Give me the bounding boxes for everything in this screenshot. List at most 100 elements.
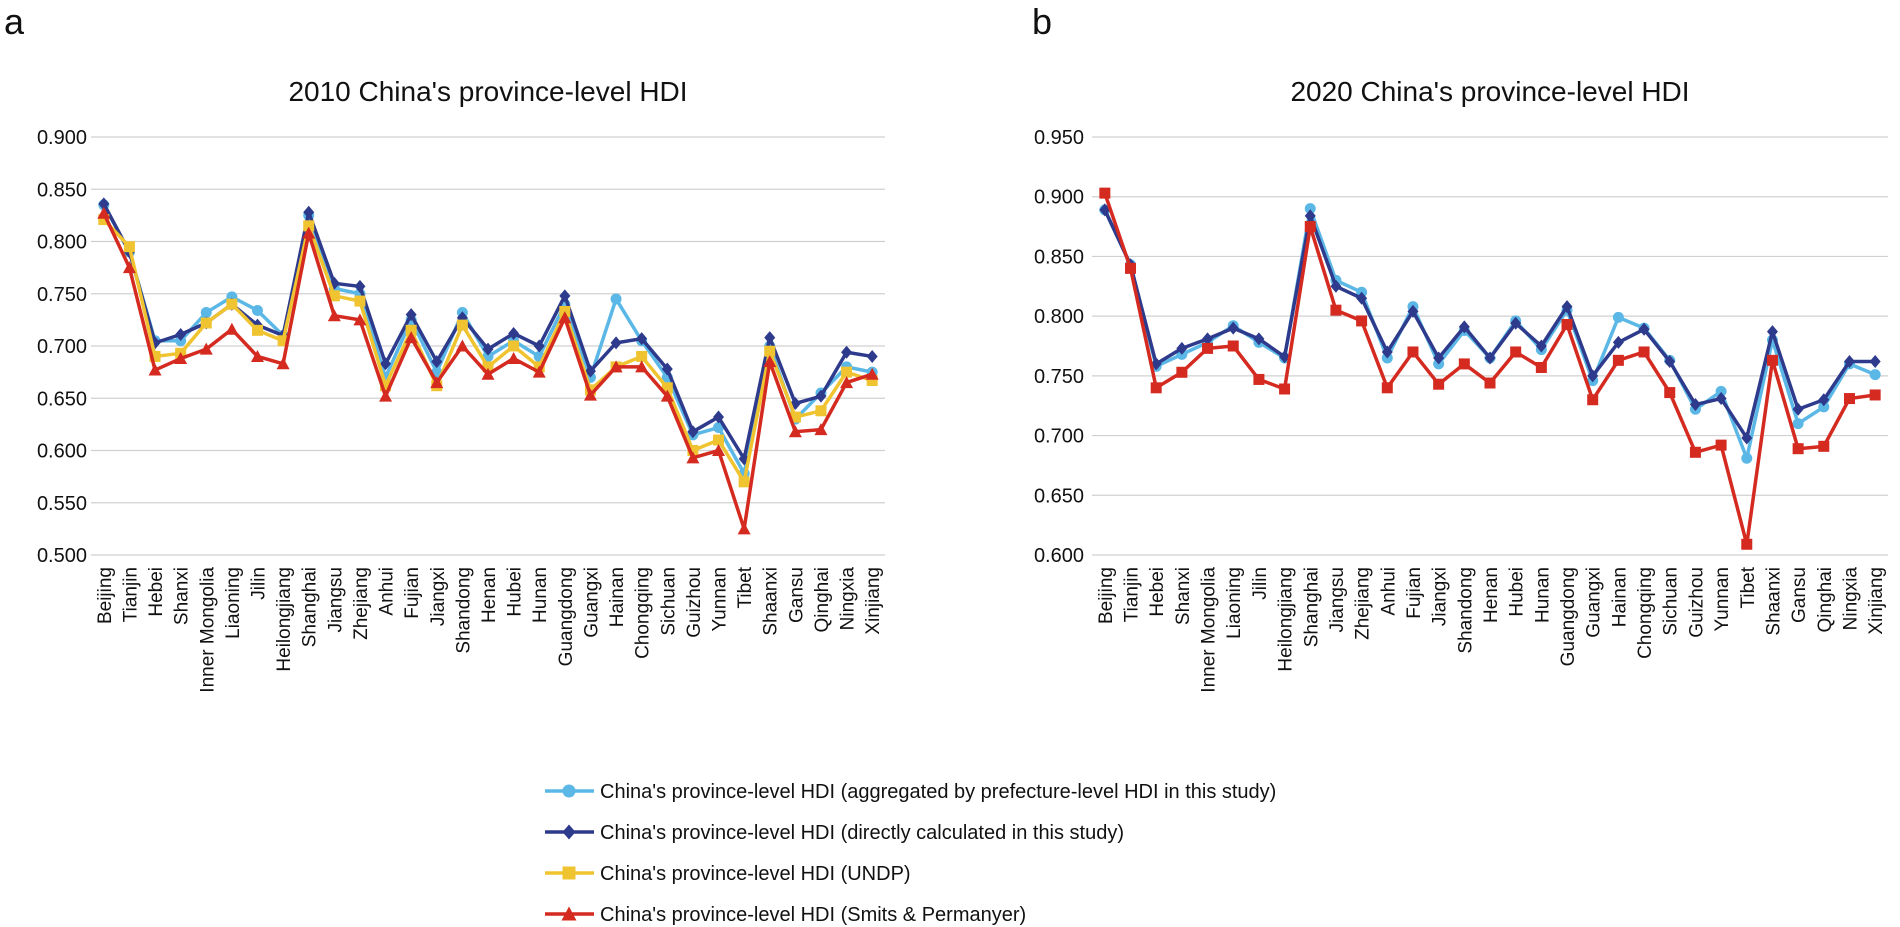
point (1689, 446, 1701, 458)
legend-marker (561, 906, 577, 921)
point (1484, 377, 1496, 389)
x-tick-label: Shandong (1455, 567, 1476, 654)
point (610, 293, 622, 305)
point (353, 313, 367, 326)
y-tick-label: 0.950 (1034, 127, 1084, 149)
x-tick-label: Heilongjiang (1276, 567, 1297, 672)
point (174, 352, 188, 365)
x-tick-label: Guizhou (1686, 567, 1707, 638)
point (559, 289, 571, 303)
y-tick-label: 0.750 (1034, 366, 1084, 388)
point (1279, 383, 1291, 395)
x-tick-label: Inner Mongolia (1199, 567, 1220, 693)
x-tick-label: Shanghai (300, 567, 321, 647)
y-tick-label: 0.700 (1034, 426, 1084, 448)
point (1484, 351, 1496, 365)
point (1433, 378, 1445, 390)
x-tick-label: Shandong (453, 567, 474, 654)
x-tick-label: Guangxi (581, 567, 602, 638)
point (200, 307, 212, 319)
x-tick-label: Jiangsu (1327, 567, 1348, 633)
legend-label: China's province-level HDI (Smits & Perm… (600, 904, 1026, 926)
y-tick-label: 0.750 (37, 284, 87, 306)
point (1304, 221, 1316, 233)
point (866, 349, 878, 363)
point (1843, 393, 1855, 405)
point (865, 367, 879, 380)
point (609, 360, 623, 373)
point (175, 328, 187, 342)
panel-label: a (4, 1, 25, 42)
point (200, 317, 212, 329)
point (840, 376, 854, 389)
point (354, 279, 366, 293)
y-tick-label: 0.600 (1034, 545, 1084, 567)
x-tick-label: Gansu (1789, 567, 1810, 623)
x-tick-label: Ningxia (838, 567, 859, 631)
x-tick-label: Ningxia (1840, 567, 1861, 631)
point (660, 389, 674, 402)
point (1279, 350, 1291, 364)
point (1227, 321, 1239, 335)
point (1638, 322, 1650, 336)
point (1202, 332, 1214, 346)
point (431, 355, 443, 369)
point (738, 476, 750, 488)
series-line (1103, 192, 1876, 547)
x-tick-label: Tibet (735, 566, 756, 608)
point (789, 411, 801, 423)
legend-marker (562, 784, 576, 798)
point (1612, 311, 1624, 323)
point (1330, 279, 1342, 293)
x-tick-label: Shaanxi (1763, 567, 1784, 636)
point (1381, 382, 1393, 394)
point (1535, 339, 1547, 353)
x-tick-label: Tianjin (120, 567, 141, 622)
point (1818, 401, 1830, 413)
y-tick-label: 0.900 (37, 127, 87, 149)
panel-label: b (1032, 1, 1052, 42)
point (1587, 369, 1599, 383)
point (149, 350, 161, 362)
point (430, 376, 444, 389)
point (764, 345, 776, 357)
point (507, 352, 521, 365)
point (98, 214, 110, 226)
point (1869, 389, 1881, 401)
x-tick-label: Liaoning (1224, 567, 1245, 639)
x-tick-label: Hebei (146, 567, 167, 617)
point (1561, 300, 1573, 314)
point (583, 388, 597, 401)
point (712, 444, 726, 456)
point (251, 324, 263, 336)
point (737, 522, 751, 535)
point (380, 380, 392, 392)
point (251, 304, 263, 316)
point (1664, 355, 1676, 369)
point (508, 340, 520, 352)
point (482, 361, 494, 373)
point (328, 290, 340, 302)
point (303, 220, 315, 232)
point (1689, 398, 1701, 412)
point (456, 319, 468, 331)
x-tick-label: Jilin (248, 567, 269, 600)
y-tick-label: 0.650 (37, 388, 87, 410)
legend-label: China's province-level HDI (UNDP) (600, 863, 911, 885)
x-tick-label: Sichuan (1661, 567, 1682, 636)
point (1869, 369, 1881, 381)
x-tick-label: Anhui (377, 567, 398, 616)
point (1099, 187, 1111, 199)
point (405, 308, 417, 322)
point (1253, 373, 1265, 385)
point (1125, 262, 1137, 274)
x-tick-label: Liaoning (223, 567, 244, 639)
point (661, 362, 673, 376)
y-tick-label: 0.550 (37, 493, 87, 515)
y-tick-label: 0.700 (37, 336, 87, 358)
x-tick-label: Tibet (1738, 566, 1759, 608)
point (98, 197, 110, 211)
point (1792, 402, 1804, 416)
point (1407, 346, 1419, 358)
point (1664, 387, 1676, 399)
